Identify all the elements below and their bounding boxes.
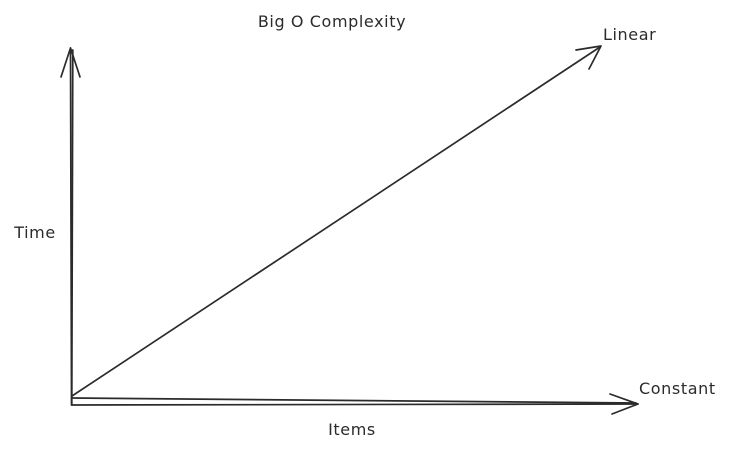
linear-arrowhead (575, 45, 602, 70)
diagram-title: Big O Complexity (258, 12, 406, 31)
y-axis-label: Time (13, 223, 56, 242)
constant-label: Constant (639, 379, 716, 398)
y-axis-arrowhead (60, 47, 81, 78)
y-axis (60, 47, 81, 406)
x-axis (71, 393, 639, 415)
x-axis-arrowhead (609, 393, 639, 415)
constant-line (71, 397, 637, 404)
linear-line (71, 45, 602, 397)
linear-label: Linear (603, 25, 656, 44)
x-axis-label: Items (328, 420, 376, 439)
